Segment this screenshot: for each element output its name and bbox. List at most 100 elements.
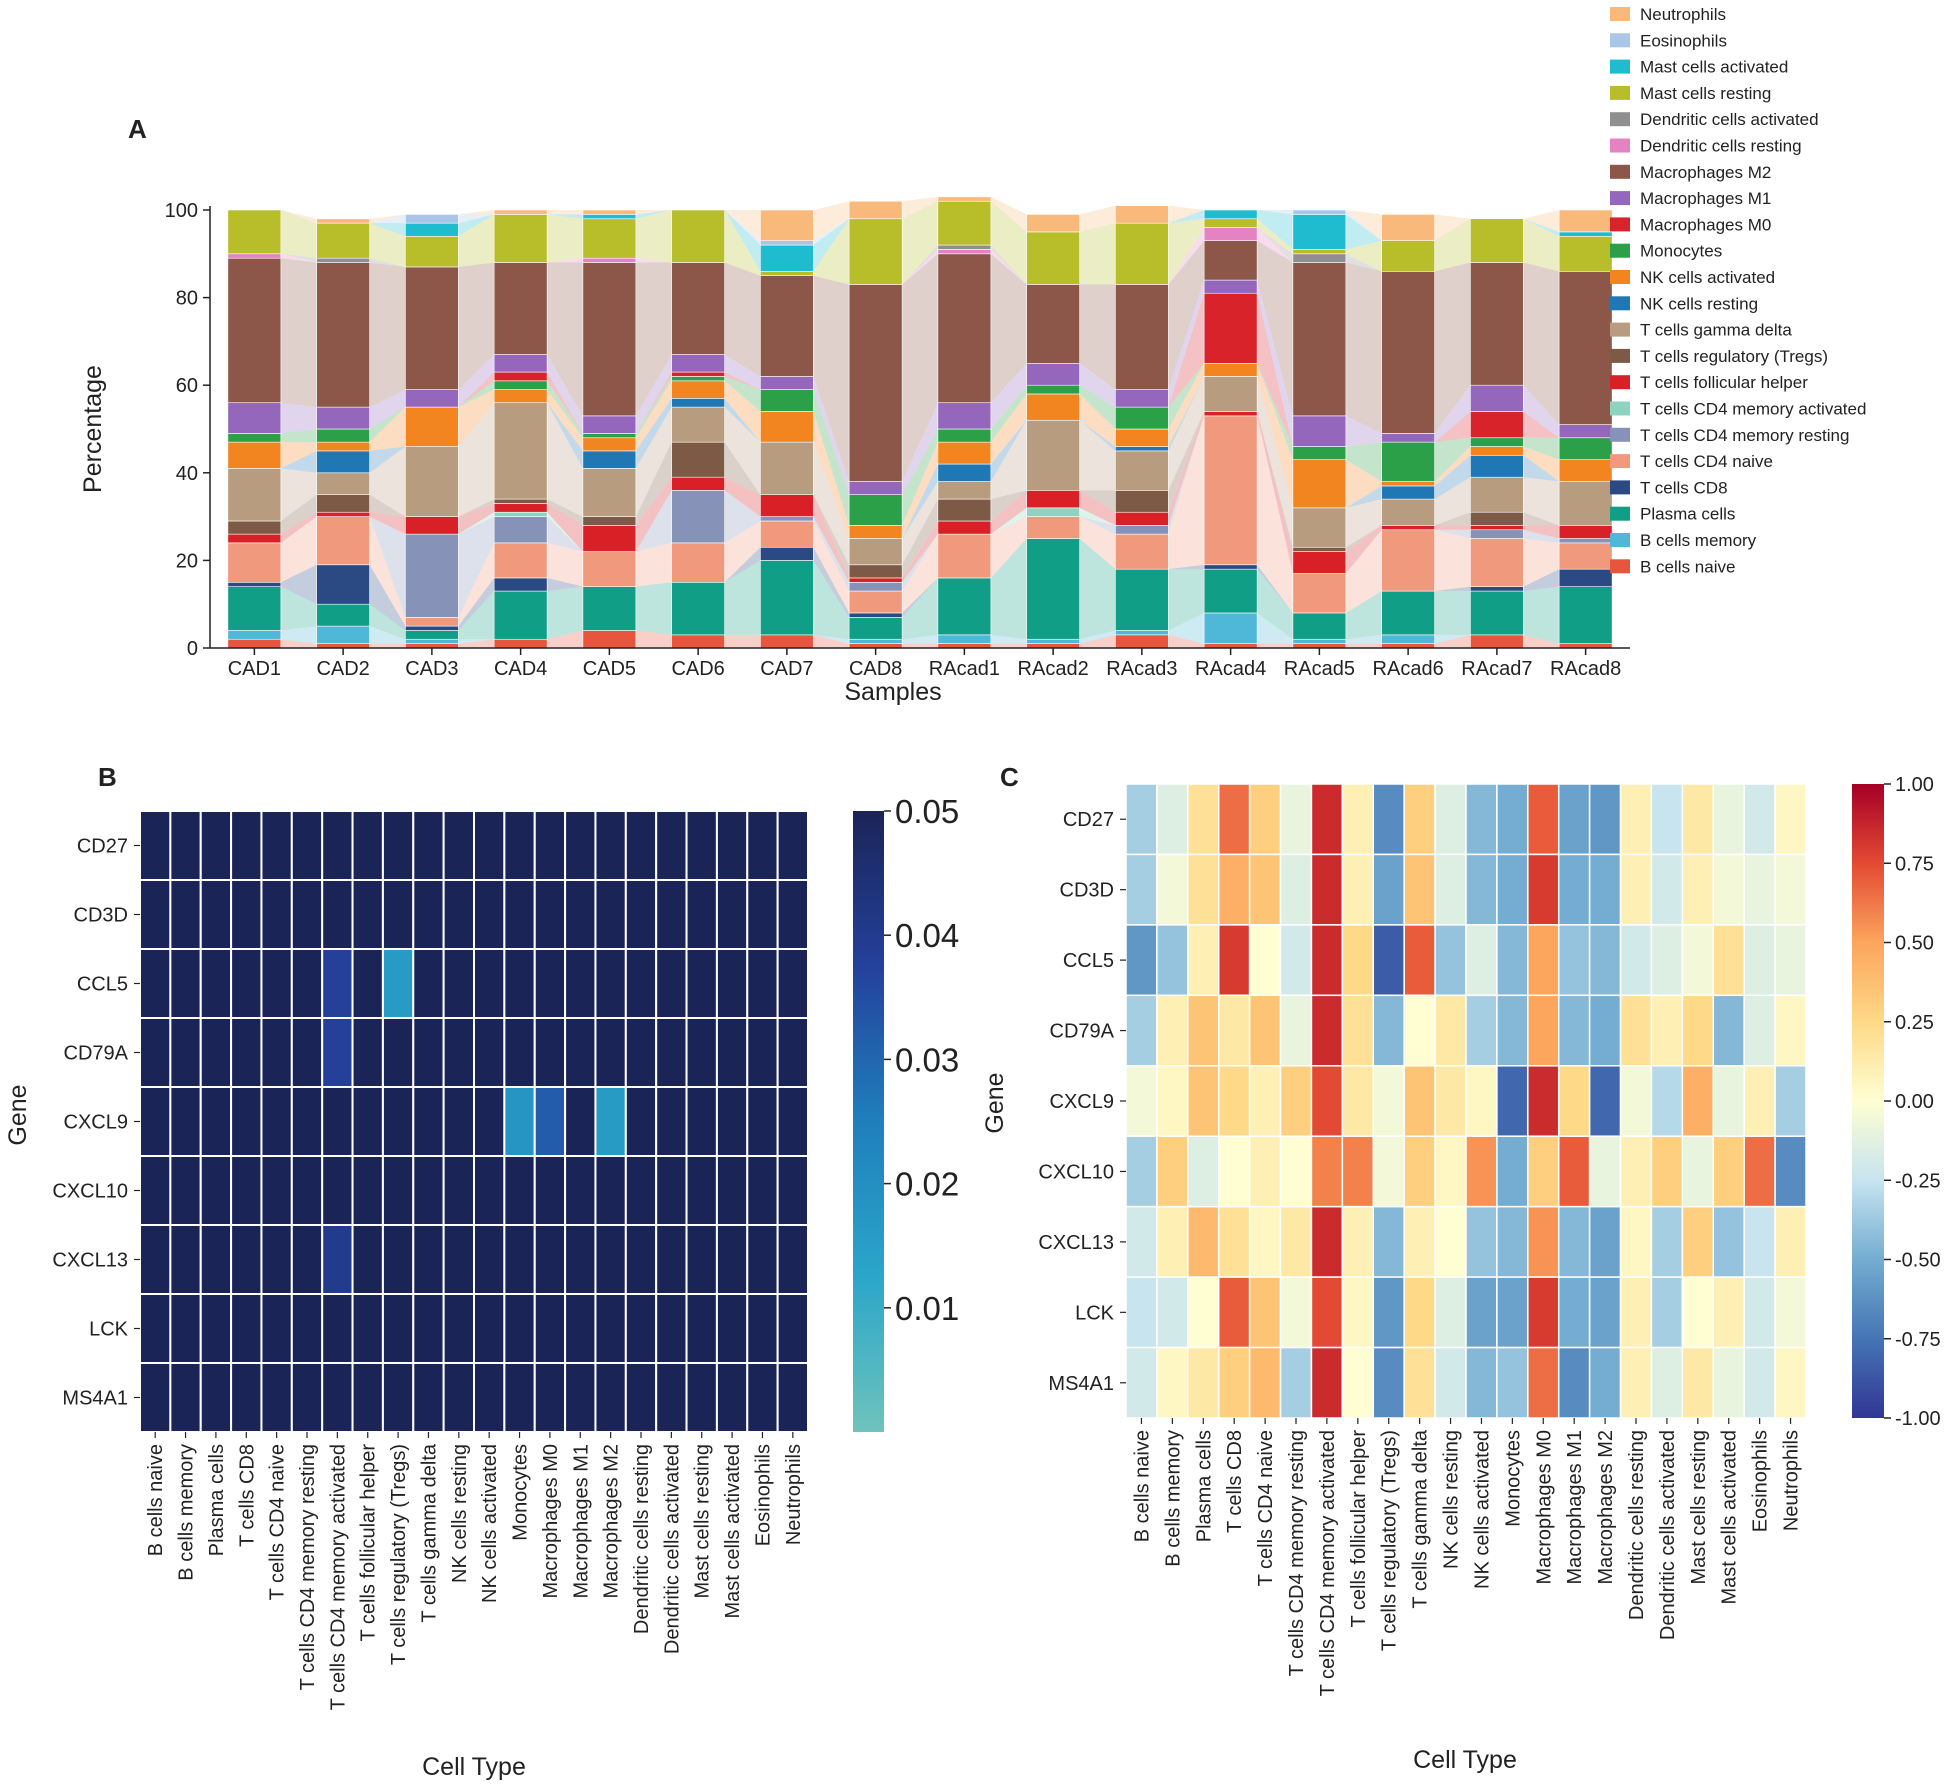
legend-swatch — [1610, 296, 1630, 311]
heatmap-cell-cxcl13-macrophages-m2 — [594, 1224, 627, 1295]
panel-a-bars — [227, 196, 1613, 649]
heatmap-cell-cd27-t-cells-cd4-memory-activated — [321, 810, 354, 881]
heatmap-cell-cd3d-t-cells-follicular-helper — [351, 879, 384, 950]
heatmap-cell-ccl5-eosinophils — [746, 948, 779, 1019]
heatmap-cell-cxcl10-b-cells-naive — [1125, 1135, 1158, 1208]
heatmap-cell-ccl5-t-cells-cd4-naive — [1248, 924, 1282, 997]
bar-segment-racad3-nk-cells-activated — [1115, 428, 1169, 447]
heatmap-cell-cxcl10-monocytes — [503, 1155, 536, 1226]
heatmap-x-tick-label: T cells regulatory (Tregs) — [1379, 1430, 1401, 1651]
heatmap-cell-cxcl13-nk-cells-resting — [442, 1224, 475, 1295]
panel-a-x-tick-label: RAcad7 — [1461, 658, 1532, 680]
bar-segment-racad5-t-cells-follicular-helper — [1292, 551, 1347, 574]
flow-band-t-cells-cd4-memory-activated — [1079, 507, 1116, 526]
flow-band-mast-cells-resting — [369, 223, 406, 267]
heatmap-cell-cxcl13-dendritic-cells-resting — [1619, 1205, 1653, 1278]
bar-segment-racad3-nk-cells-resting — [1115, 446, 1169, 452]
heatmap-cell-cd27-mast-cells-resting — [685, 810, 718, 881]
flow-band-eosinophils — [1257, 210, 1293, 215]
bar-segment-cad7-t-cells-gamma-delta — [760, 441, 814, 496]
bar-segment-racad7-t-cells-cd4-memory-resting — [1470, 529, 1524, 539]
legend-label: B cells memory — [1640, 531, 1757, 550]
flow-band-plasma-cells — [1345, 591, 1382, 640]
flow-band-plasma-cells — [902, 577, 938, 640]
heatmap-cell-cd79a-t-cells-gamma-delta — [1403, 994, 1436, 1067]
bar-segment-racad3-b-cells-naive — [1115, 634, 1169, 649]
flow-band-b-cells-naive — [902, 643, 938, 648]
heatmap-y-tick-label: CXCL9 — [1050, 1091, 1114, 1113]
heatmap-cell-ms4a1-t-cells-cd4-memory-activated — [321, 1362, 354, 1433]
flow-band-b-cells-memory — [813, 634, 850, 644]
flow-band-t-cells-cd4-memory-activated — [547, 512, 583, 552]
flow-band-b-cells-naive — [458, 639, 495, 648]
bar-segment-cad2-macrophages-m2 — [316, 262, 370, 408]
colorbar-tick-label: 1.00 — [1895, 774, 1934, 796]
heatmap-cell-cd27-t-cells-cd4-naive — [260, 810, 293, 881]
bar-segment-racad4-t-cells-cd4-naive — [1203, 415, 1258, 566]
flow-band-mast-cells-activated — [1168, 210, 1205, 224]
bar-segment-racad8-monocytes — [1558, 437, 1613, 460]
heatmap-cell-cd3d-t-cells-cd4-naive — [1248, 853, 1282, 926]
heatmap-cell-ms4a1-mast-cells-activated — [1712, 1346, 1745, 1419]
flow-band-mast-cells-activated — [1523, 218, 1560, 237]
heatmap-x-tick-label: Mast cells resting — [1688, 1430, 1710, 1585]
heatmap-cell-cd79a-plasma-cells — [199, 1017, 233, 1088]
flow-band-b-cells-naive — [635, 630, 672, 648]
heatmap-cell-cd79a-monocytes — [1496, 994, 1529, 1067]
heatmap-cell-ccl5-plasma-cells — [199, 948, 233, 1019]
flow-band-nk-cells-activated — [724, 380, 761, 443]
heatmap-cell-cxcl9-plasma-cells — [1187, 1065, 1220, 1137]
heatmap-cell-cd79a-b-cells-memory — [1156, 994, 1189, 1067]
flow-band-t-cells-gamma-delta — [369, 446, 406, 517]
heatmap-cell-ccl5-nk-cells-resting — [1434, 924, 1467, 997]
flow-band-macrophages-m0 — [458, 372, 495, 408]
flow-band-mast-cells-resting — [1168, 218, 1205, 285]
flow-band-t-cells-cd4-naive — [1257, 415, 1293, 613]
heatmap-cell-cd79a-b-cells-naive — [1125, 994, 1158, 1067]
heatmap-x-tick-label: Dendritic cells resting — [631, 1444, 653, 1634]
legend-item-mast-cells-resting: Mast cells resting — [1610, 84, 1771, 103]
heatmap-cell-cd79a-macrophages-m0 — [533, 1017, 567, 1088]
flow-band-neutrophils — [547, 210, 583, 215]
heatmap-cell-cd27-b-cells-naive — [1125, 783, 1158, 856]
flow-band-monocytes — [635, 376, 672, 438]
bar-segment-racad3-macrophages-m2 — [1115, 284, 1169, 390]
bar-segment-racad7-nk-cells-activated — [1470, 446, 1524, 456]
heatmap-cell-cxcl10-mast-cells-resting — [685, 1155, 718, 1226]
heatmap-cell-cd79a-mast-cells-activated — [715, 1017, 749, 1088]
bar-segment-racad2-t-cells-follicular-helper — [1026, 490, 1080, 509]
flow-band-t-cells-follicular-helper — [813, 494, 850, 583]
heatmap-cell-cxcl13-dendritic-cells-activated — [655, 1224, 688, 1295]
colorbar-gradient — [853, 811, 884, 1432]
legend-swatch — [1610, 191, 1630, 206]
heatmap-y-tick-label: CCL5 — [1063, 950, 1114, 972]
heatmap-x-tick-label: Macrophages M1 — [1564, 1430, 1586, 1585]
heatmap-cell-cd27-neutrophils — [1774, 783, 1807, 856]
panel-b-x-axis-title: Cell Type — [422, 1753, 526, 1781]
heatmap-cell-cxcl13-plasma-cells — [1187, 1205, 1220, 1278]
colorbar-tick-label: -0.75 — [1895, 1329, 1941, 1351]
colorbar-tick-label: 0.75 — [1895, 853, 1934, 875]
panel-c-x-axis-title: Cell Type — [1413, 1746, 1517, 1774]
heatmap-cell-cxcl13-eosinophils — [746, 1224, 779, 1295]
flow-band-b-cells-memory — [1345, 634, 1382, 644]
heatmap-cell-ccl5-monocytes — [1496, 924, 1529, 997]
bar-segment-racad1-monocytes — [937, 428, 992, 443]
bar-segment-cad5-macrophages-m1 — [582, 415, 637, 434]
bar-segment-cad2-b-cells-memory — [316, 625, 370, 644]
bar-segment-racad5-macrophages-m1 — [1292, 415, 1347, 447]
heatmap-cell-ccl5-dendritic-cells-activated — [655, 948, 688, 1019]
flow-band-macrophages-m1 — [280, 402, 317, 434]
heatmap-x-tick-label: Plasma cells — [1193, 1430, 1215, 1542]
heatmap-cell-cd3d-mast-cells-activated — [715, 879, 749, 950]
heatmap-cell-cd79a-nk-cells-resting — [442, 1017, 475, 1088]
heatmap-cell-cxcl13-macrophages-m1 — [1557, 1205, 1591, 1278]
heatmap-cell-ms4a1-t-cells-cd4-naive — [1248, 1346, 1282, 1419]
flow-band-dendritic-cells-resting — [902, 249, 938, 285]
bar-segment-racad2-b-cells-memory — [1026, 638, 1080, 644]
bar-segment-racad2-t-cells-cd4-naive — [1026, 516, 1080, 539]
heatmap-cell-cxcl9-t-cells-follicular-helper — [351, 1086, 384, 1157]
legend-swatch — [1610, 112, 1630, 127]
heatmap-cell-cxcl13-t-cells-cd4-memory-activated — [1310, 1205, 1344, 1278]
legend-swatch — [1610, 270, 1630, 284]
